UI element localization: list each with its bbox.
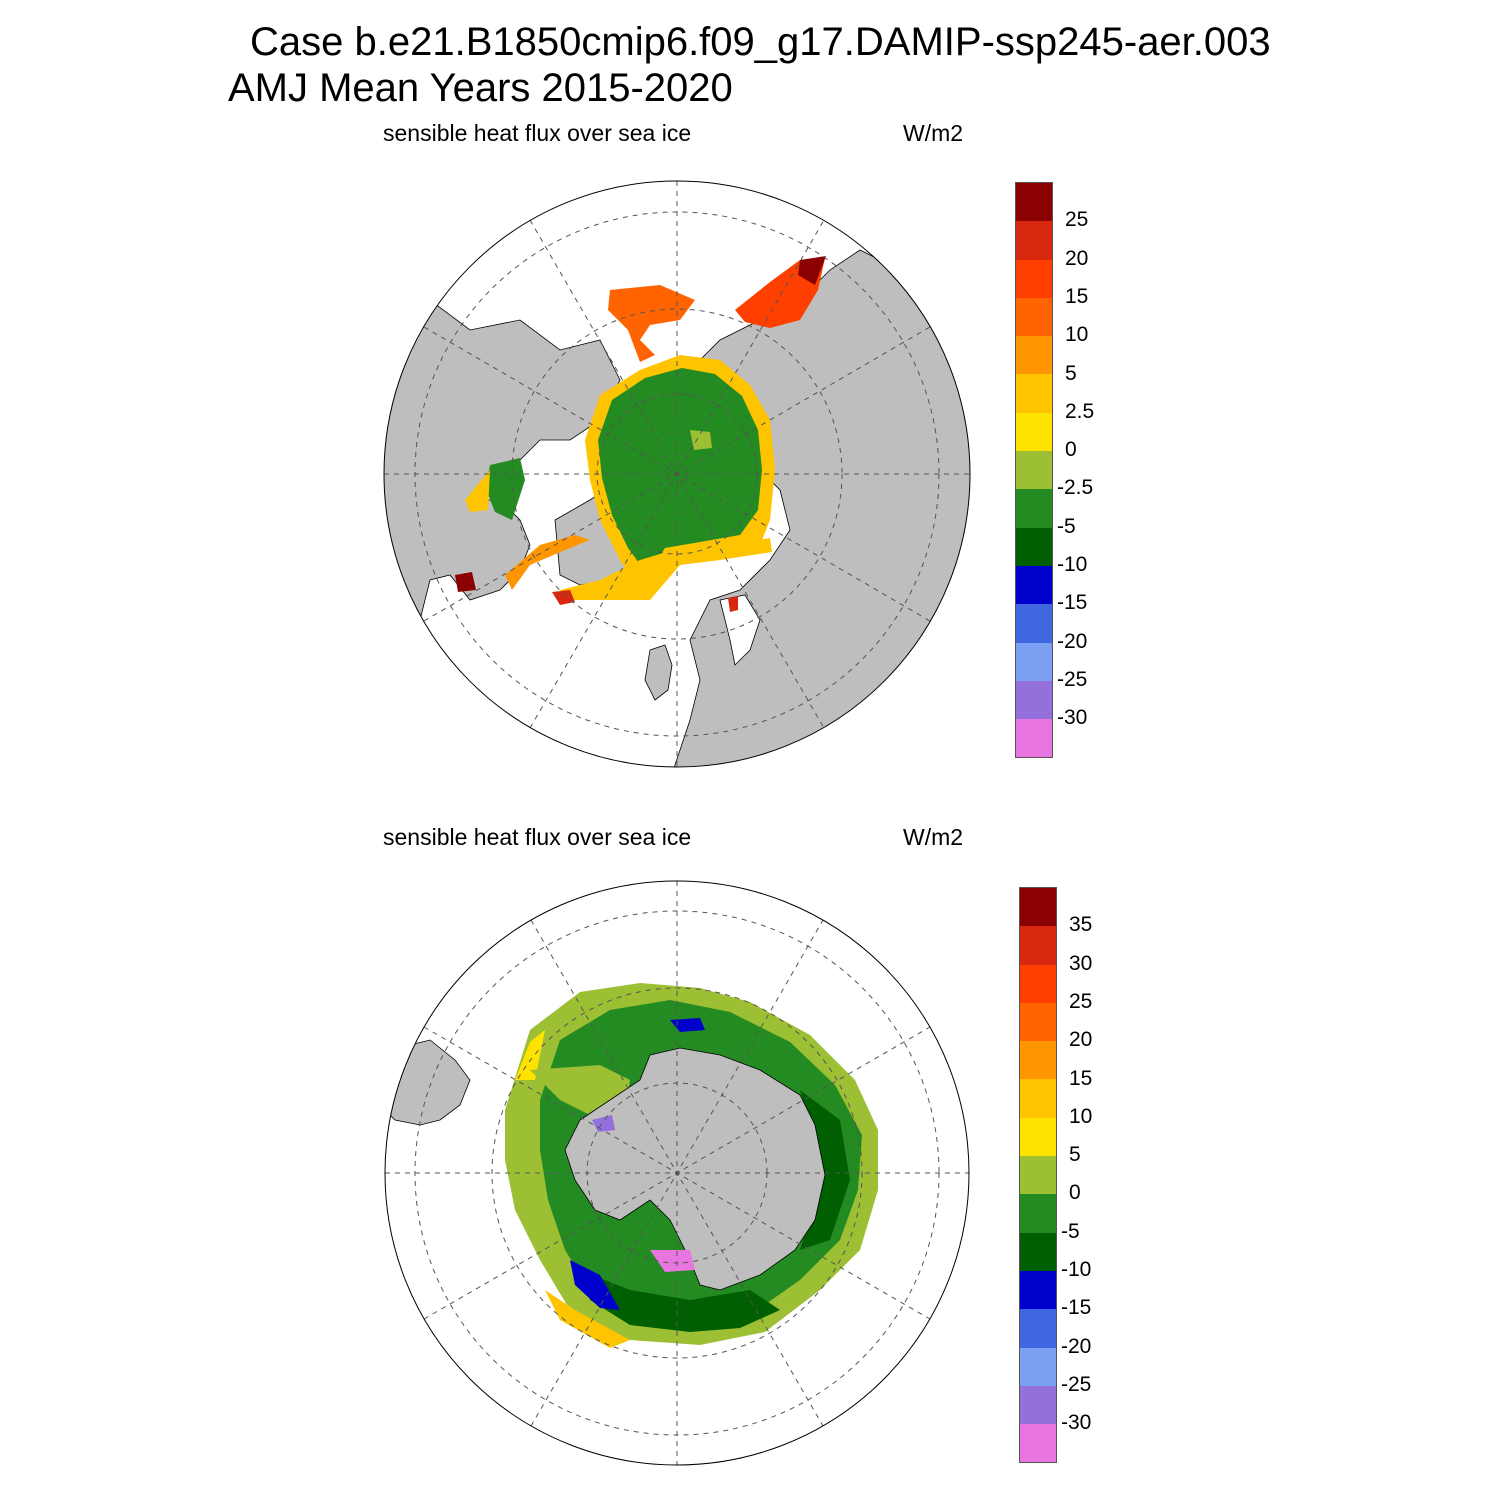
colorbar-swatch [1020,1194,1056,1233]
colorbar-tick-label: 20 [1069,1028,1093,1052]
panel2-units-label: W/m2 [903,824,964,850]
colorbar-tick-label: -20 [1057,629,1088,653]
colorbar-tick-label: -2.5 [1057,476,1094,500]
colorbar-swatch [1016,412,1052,452]
greenland-sea-flux [560,538,772,600]
antarctic-map-border [384,880,970,1466]
antarctic-ice-edge-yellow [545,1290,630,1348]
colorbar-tick-label: -15 [1057,591,1088,615]
panel1-colorbar [1015,182,1053,759]
colorbar-swatch [1016,374,1052,413]
colorbar-swatch [1020,1270,1056,1310]
colorbar-swatch [1016,336,1052,375]
colorbar-swatch [1016,297,1052,337]
colorbar-swatch [1016,565,1052,605]
greenland-sea-red-edge [552,590,575,605]
antarctic-ice-edge-yellow-2 [515,1030,545,1080]
colorbar-tick-label: 0 [1069,1181,1081,1205]
colorbar-swatch [1016,680,1052,720]
colorbar-swatch [1020,1385,1056,1425]
ross-sea-dark [580,1270,780,1332]
colorbar-tick-label: -25 [1057,667,1088,691]
baltic-flux [728,596,738,612]
colorbar-swatch [1020,964,1056,1003]
antarctic-map [384,880,970,1466]
figure-title-line2: AMJ Mean Years 2015-2020 [228,66,733,110]
colorbar-swatch [1016,642,1052,681]
colorbar-tick-label: 20 [1065,246,1089,270]
coastal-blue-patch [670,1018,705,1032]
colorbar-tick-label: -30 [1061,1411,1092,1435]
okhotsk-sea-hot [798,256,826,285]
colorbar-swatch [1020,1309,1056,1348]
arctic-graticule [384,181,970,767]
colorbar-swatch [1020,926,1056,965]
panel2-variable-label: sensible heat flux over sea ice [383,824,692,850]
panel1-units-label: W/m2 [903,120,964,146]
arctic-light-patch [690,430,712,450]
colorbar-tick-label: -20 [1061,1334,1092,1358]
colorbar-tick-label: -5 [1057,514,1076,538]
colorbar-tick-label: -10 [1057,553,1088,576]
scandinavia-coast [719,594,761,666]
colorbar-tick-label: 5 [1065,361,1077,385]
colorbar-tick-label: 35 [1069,913,1093,937]
hudson-bay-edge [465,470,490,512]
colorbar-swatch [1020,1079,1056,1118]
uk-land [644,644,673,701]
colorbar-tick-label: -30 [1057,706,1088,730]
colorbar-swatch [1020,1156,1056,1195]
colorbar-tick-label: -5 [1061,1219,1080,1243]
antarctica-land [564,1047,826,1291]
colorbar-swatch [1016,451,1052,490]
ross-sea-blue-patch [570,1260,620,1310]
colorbar-swatch [1020,1424,1056,1463]
panel2-colorbar [1019,887,1057,1464]
colorbar-swatch [1020,1347,1056,1386]
colorbar-tick-label: 2.5 [1065,399,1095,423]
colorbar-tick-label: 25 [1069,989,1093,1013]
ross-ice-shelf-purple [650,1250,695,1272]
colorbar-tick-label: 5 [1069,1143,1081,1167]
arctic-map [383,180,971,768]
colorbar-tick-label: 10 [1065,323,1089,347]
colorbar-swatch [1020,888,1056,927]
colorbar-tick-label: -25 [1061,1372,1092,1396]
panel1-variable-label: sensible heat flux over sea ice [383,120,692,146]
antarctic-graticule [385,881,969,1465]
colorbar-tick-label: 15 [1065,284,1089,308]
colorbar-tick-label: -15 [1061,1296,1092,1320]
colorbar-swatch [1020,1041,1056,1080]
colorbar-swatch [1016,489,1052,528]
arctic-map-border [383,180,971,768]
colorbar-swatch [1016,259,1052,298]
colorbar-swatch [1016,183,1052,222]
colorbar-tick-label: -10 [1061,1258,1092,1281]
colorbar-tick-label: 10 [1069,1104,1093,1128]
colorbar-swatch [1016,221,1052,260]
colorbar-swatch [1016,719,1052,758]
colorbar-swatch [1020,1232,1056,1271]
colorbar-swatch [1020,1002,1056,1042]
weddell-sea-light [530,1065,630,1115]
colorbar-tick-label: 30 [1069,951,1093,975]
arctic-central-ice [598,368,762,575]
gulf-st-lawrence-hot [455,572,476,592]
labrador-sea-flux [505,535,590,590]
colorbar-tick-label: 0 [1065,438,1077,462]
colorbar-tick-label: 25 [1065,208,1089,232]
colorbar-swatch [1020,1117,1056,1157]
colorbar-swatch [1016,604,1052,643]
colorbar-tick-label: 15 [1069,1066,1093,1090]
bering-sea-flux [608,285,695,362]
colorbar-swatch [1016,527,1052,566]
figure-title-line1: Case b.e21.B1850cmip6.f09_g17.DAMIP-ssp2… [250,20,1271,64]
